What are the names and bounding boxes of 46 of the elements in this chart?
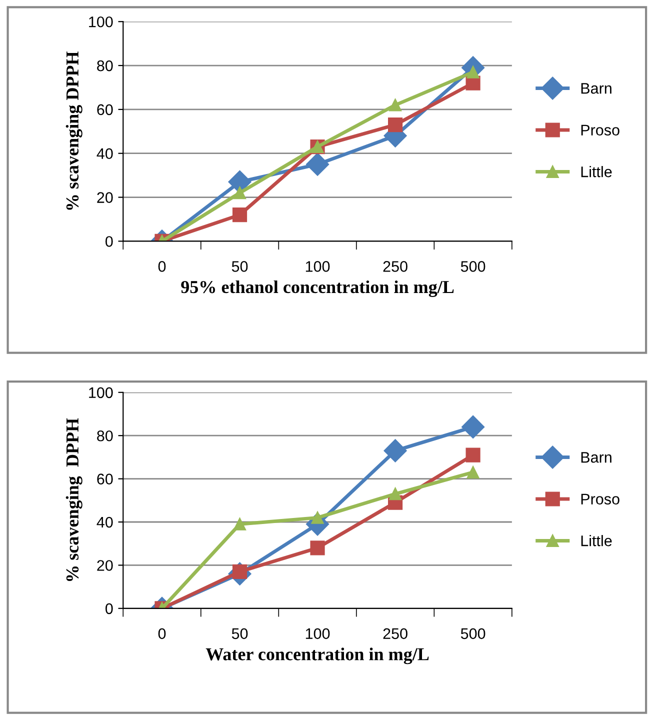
y-tick-label: 60	[97, 104, 113, 116]
point	[311, 511, 324, 524]
x-tick-label: 500	[460, 261, 486, 272]
point	[466, 466, 480, 479]
legend-label: Proso	[581, 124, 620, 136]
y-tick-label: 20	[97, 192, 113, 203]
y-tick-label: 80	[97, 430, 113, 442]
x-tick-label: 50	[232, 628, 248, 640]
legend-label: Little	[581, 166, 612, 178]
legend-label: Barn	[581, 452, 612, 463]
x-tick-label: 250	[383, 261, 408, 272]
point	[388, 118, 403, 132]
x-tick-label: 0	[158, 261, 166, 272]
point	[462, 415, 485, 438]
x-tick-label: 100	[306, 261, 330, 272]
x-tick-label: 100	[306, 628, 330, 640]
legend-label: Proso	[581, 494, 620, 504]
point	[389, 98, 402, 112]
point	[234, 518, 246, 530]
y-axis-title: % scavenging DPPH	[66, 418, 82, 582]
y-tick-label: 40	[96, 516, 113, 528]
x-axis-title: 95% ethanol concentration in mg/L	[181, 280, 454, 297]
point	[466, 448, 480, 462]
point	[384, 439, 407, 462]
point	[232, 208, 248, 222]
x-axis-title: Water concentration in mg/L	[206, 648, 429, 664]
y-tick-label: 0	[106, 236, 113, 247]
y-tick-label: 40	[96, 148, 113, 160]
y-tick-label: 60	[97, 474, 113, 484]
legend-label: Little	[581, 535, 612, 546]
x-tick-label: 500	[460, 628, 486, 640]
point	[389, 488, 402, 500]
point	[306, 152, 330, 176]
y-tick-label: 80	[97, 60, 113, 72]
y-axis-title: % scavenging DPPH	[66, 51, 82, 210]
point	[234, 186, 246, 200]
point	[310, 540, 325, 556]
x-tick-label: 50	[232, 261, 248, 272]
y-tick-label: 100	[89, 387, 113, 398]
y-tick-label: 20	[97, 560, 113, 571]
x-tick-label: 250	[383, 628, 408, 640]
y-tick-label: 0	[106, 603, 113, 614]
point	[466, 66, 480, 78]
x-tick-label: 0	[158, 628, 166, 640]
y-tick-label: 100	[89, 16, 113, 28]
legend-label: Barn	[581, 83, 612, 94]
